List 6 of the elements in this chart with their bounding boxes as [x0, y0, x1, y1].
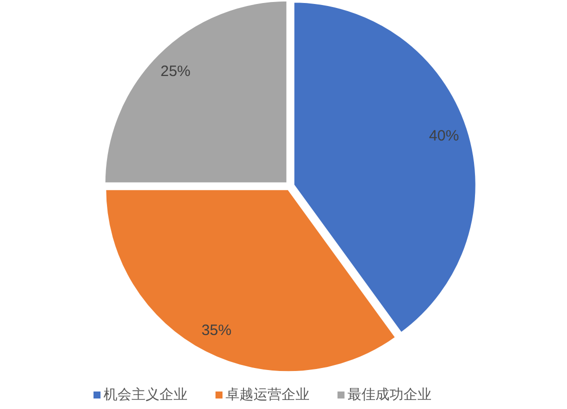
legend-label: 卓越运营企业	[226, 387, 310, 403]
legend-label: 最佳成功企业	[348, 387, 432, 403]
data-label: 35%	[201, 322, 232, 339]
legend-label: 机会主义企业	[104, 387, 188, 403]
data-label: 40%	[428, 127, 460, 144]
data-label: 25%	[160, 63, 191, 80]
